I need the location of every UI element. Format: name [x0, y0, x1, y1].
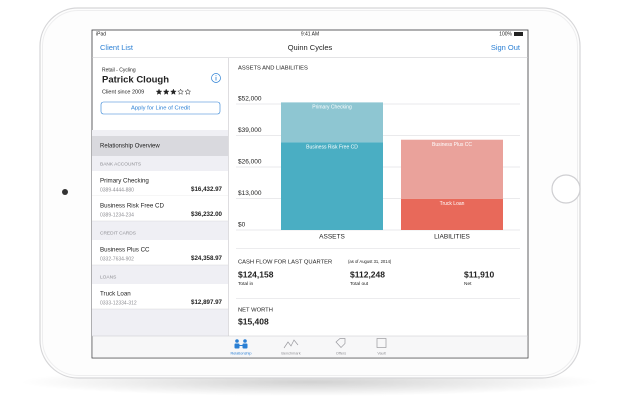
nav-back[interactable]: Client List: [100, 43, 134, 52]
person-body: [242, 343, 248, 349]
person-body: [234, 343, 240, 349]
x-tick-label: ASSETS: [319, 234, 345, 241]
overview-label: Relationship Overview: [100, 144, 160, 150]
tab-labels: Relationship Benchmark Offers Vault: [231, 352, 387, 356]
account-number: 0389-4444-880: [100, 187, 134, 193]
client-name: Patrick Clough: [102, 75, 169, 86]
credit-button[interactable]: [100, 101, 221, 115]
chart-title: ASSETS AND LIABILITIES: [238, 66, 308, 72]
account-name: Business Plus CC: [100, 247, 150, 254]
client-segment: Retail - Cycling: [102, 67, 136, 73]
overview-row[interactable]: [92, 136, 228, 156]
y-tick-label: $13,000: [238, 190, 262, 197]
bar-segment: [281, 102, 383, 143]
tab-icon-benchmark[interactable]: [283, 339, 299, 349]
cash-flow-date: (as of August 31, 2014): [348, 259, 392, 264]
person-head: [243, 339, 247, 343]
account-list: BANK ACCOUNTS Primary Checking 0389-4444-8…: [92, 161, 228, 310]
account-number: 0389-1234-234: [100, 212, 134, 218]
account-row[interactable]: [92, 196, 228, 221]
bar-segment: [401, 198, 503, 230]
cash-flow-value: $112,248: [350, 269, 385, 279]
x-tick-label: LIABILITIES: [434, 234, 470, 241]
cash-flow-label: Total out: [350, 281, 369, 287]
assets-liabilities-chart: ASSETS AND LIABILITIES $0 $13,000 $26,000 $…: [236, 66, 520, 241]
star-empty: [177, 88, 184, 95]
account-balance: $16,432.97: [191, 186, 223, 193]
info-icon[interactable]: [211, 73, 221, 83]
tab-label[interactable]: Vault: [377, 352, 386, 356]
net-worth-value: $15,408: [238, 316, 269, 326]
star-filled: [155, 88, 163, 95]
segment-label: Truck Loan: [440, 201, 465, 207]
info-circle: [211, 73, 221, 83]
account-number: 0332-7634-902: [100, 256, 134, 262]
account-row[interactable]: [92, 284, 228, 309]
section-header: BANK ACCOUNTS: [100, 161, 141, 167]
segment-label: Business Risk Free CD: [306, 145, 358, 151]
nav-signout[interactable]: Sign Out: [491, 43, 521, 52]
account-row[interactable]: [92, 171, 228, 196]
clock: 9:41 AM: [301, 31, 319, 37]
person-link: [239, 345, 243, 346]
star-filled: [162, 88, 170, 95]
tab-label[interactable]: Benchmark: [281, 352, 300, 356]
cash-flow-value: $124,158: [238, 269, 274, 279]
y-tick-label: $52,000: [238, 96, 262, 103]
nav-title: Quinn Cycles: [288, 43, 333, 52]
rating: [155, 88, 192, 95]
battery-icon: [514, 32, 523, 36]
carrier: iPad: [96, 31, 106, 37]
section-header: CREDIT CARDS: [100, 230, 136, 236]
y-tick-label: $0: [238, 222, 246, 229]
credit-button-label: Apply for Line of Credit: [131, 106, 190, 112]
account-balance: $36,232.00: [191, 211, 223, 218]
account-name: Business Risk Free CD: [100, 203, 164, 210]
cash-flow-values: $124,158 Total in $112,248 Total out $11,910…: [238, 269, 495, 287]
battery-text: 100%: [499, 31, 512, 37]
tab-icon-vault[interactable]: [376, 338, 387, 348]
section-header: LOANS: [100, 274, 116, 280]
home-button[interactable]: [551, 174, 581, 204]
cash-flow-label: Total in: [238, 281, 254, 287]
tab-icon-relationship[interactable]: [234, 339, 248, 349]
y-tick-label: $26,000: [238, 159, 262, 166]
segment-label: Business Plus CC: [432, 142, 472, 148]
star-filled: [170, 88, 177, 95]
account-row[interactable]: [92, 240, 228, 265]
info-dot: [215, 75, 217, 77]
account-name: Truck Loan: [100, 291, 131, 298]
account-name: Primary Checking: [100, 178, 149, 185]
net-worth-title: NET WORTH: [238, 308, 273, 314]
tab-label[interactable]: Offers: [336, 352, 346, 356]
segment-label: Primary Checking: [312, 105, 352, 111]
cash-flow-value: $11,910: [464, 269, 495, 279]
account-number: 0333-12334-312: [100, 300, 137, 306]
cash-flow-title: CASH FLOW FOR LAST QUARTER: [238, 260, 332, 266]
cash-flow-label: Net: [464, 281, 472, 287]
camera: [62, 189, 68, 195]
account-balance: $24,358.97: [191, 255, 223, 262]
tab-bar: [92, 336, 528, 358]
client-since: Client since 2009: [102, 89, 144, 95]
bar-segment: [281, 142, 383, 230]
person-head: [235, 339, 239, 343]
tab-icon-offers[interactable]: [335, 338, 346, 349]
tab-label[interactable]: Relationship: [231, 352, 252, 356]
account-balance: $12,897.97: [191, 299, 223, 306]
bar-segment: [401, 139, 503, 199]
star-empty: [184, 88, 192, 95]
y-tick-label: $39,000: [238, 127, 262, 134]
